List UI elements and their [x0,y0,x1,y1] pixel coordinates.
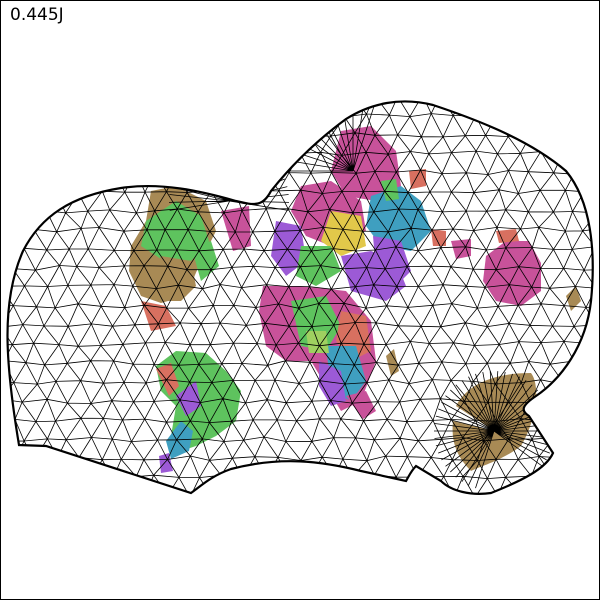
region-sa-4 [159,453,173,473]
region-au-1 [483,241,541,306]
region-af-6 [346,391,376,419]
arctic-fan [283,101,375,172]
region-au-4 [566,286,581,311]
region-eu-9 [381,179,399,201]
continent-patches [129,126,581,473]
region-sa-5 [176,381,201,416]
region-eu-4 [321,211,366,256]
energy-readout: 0.445J [10,5,64,25]
region-au-3 [496,229,519,243]
south-pole-fan [434,371,554,489]
region-eu-3 [366,186,431,251]
region-af-7 [306,331,329,353]
region-au-2 [451,239,471,259]
region-na-3 [146,256,196,301]
region-eu-8 [373,236,411,286]
region-eu-10 [431,229,446,246]
projection-outline [6,100,594,495]
